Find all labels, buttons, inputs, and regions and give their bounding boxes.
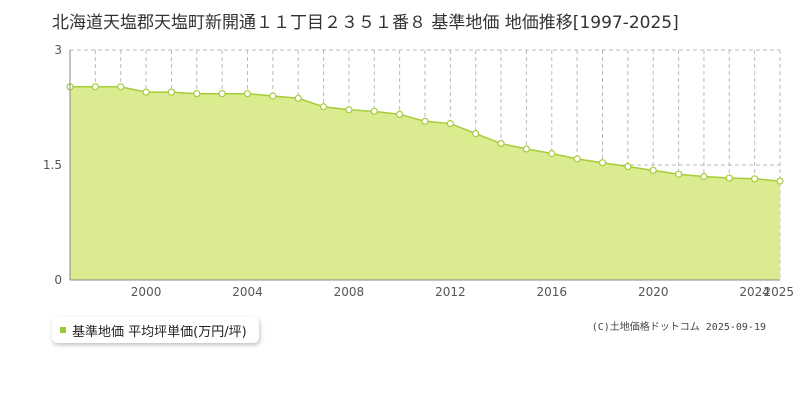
x-tick-label: 2016 [537,285,568,299]
x-tick-label: 2012 [435,285,466,299]
y-tick-label: 1.5 [43,158,62,172]
data-point [370,107,378,115]
data-point [497,139,505,148]
data-point [91,83,99,91]
x-tick-label: 2025 [763,285,794,299]
data-point [446,119,454,128]
data-point [548,149,556,158]
data-point [573,155,581,163]
data-point [725,174,733,182]
data-point [345,106,353,114]
y-tick-label: 3 [54,43,62,57]
marker-layer [66,83,784,185]
data-point [624,162,632,171]
data-point [776,177,784,185]
data-point [193,90,201,98]
y-tick-label: 0 [54,273,62,287]
legend: 基準地価 平均坪単価(万円/坪) [52,317,259,343]
data-point [472,129,480,138]
x-tick-label: 2000 [131,285,162,299]
x-tick-label: 2020 [638,285,669,299]
data-point [294,94,302,102]
data-point [269,92,277,100]
data-point [319,103,328,111]
legend-swatch [60,327,66,333]
data-point [598,159,607,167]
data-point [243,90,252,98]
data-point [218,90,226,98]
data-point [117,83,125,91]
chart-title: 北海道天塩郡天塩町新開通１１丁目２３５１番８ 基準地価 地価推移[1997-20… [52,13,679,33]
legend-label: 基準地価 平均坪単価(万円/坪) [72,324,247,340]
x-tick-label: 2008 [334,285,365,299]
x-tick-label: 2004 [232,285,263,299]
data-point [649,166,657,174]
data-point [421,117,429,125]
data-point [142,88,150,96]
copyright-text: (C)土地価格ドットコム 2025-09-19 [591,322,766,333]
data-point [700,172,708,181]
data-point [167,88,176,96]
x-tick-label: 2024 [739,285,770,299]
data-point [522,145,531,153]
data-point [396,110,404,119]
series-area [70,86,780,280]
data-point [674,170,683,178]
data-point [751,175,759,183]
